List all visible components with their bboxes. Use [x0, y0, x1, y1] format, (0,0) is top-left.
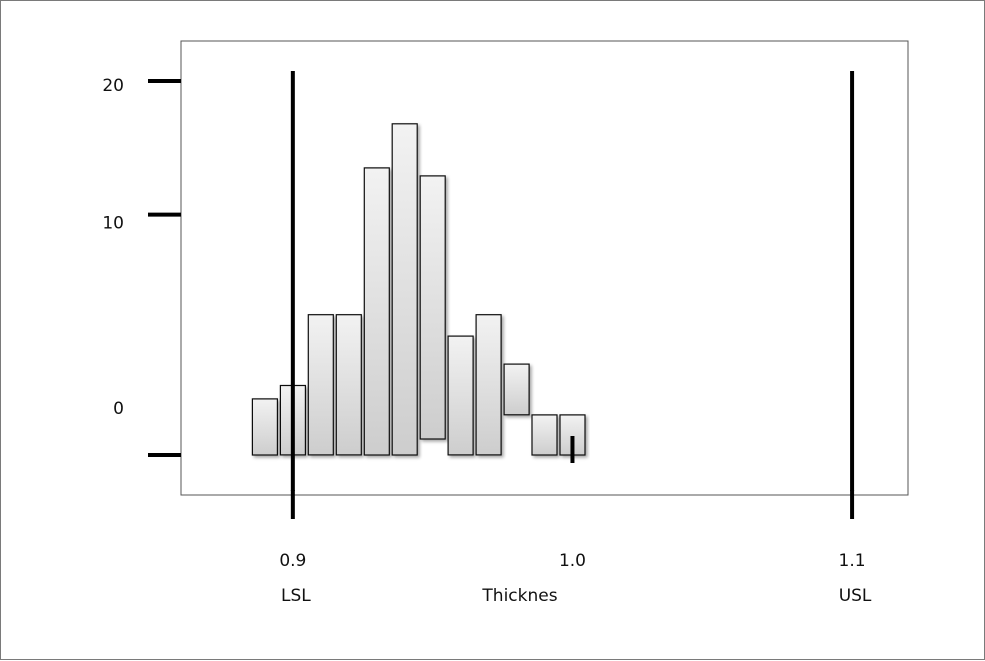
x-axis-label: Thicknes	[481, 586, 557, 606]
histogram-bars	[251, 123, 586, 456]
x-tick-label: 1.0	[559, 551, 586, 571]
x-axis-ticks: 0.9 1.0 1.1	[279, 436, 866, 571]
histogram-bar	[419, 175, 446, 440]
histogram-bar	[447, 335, 474, 456]
histogram-bar	[363, 167, 390, 456]
y-axis-ticks: 20 10 0	[102, 76, 181, 457]
histogram-bar	[307, 314, 334, 456]
histogram-bar	[475, 314, 502, 456]
spec-limit-label: USL	[839, 586, 872, 606]
histogram-bar	[531, 414, 558, 456]
y-tick-label: 10	[102, 214, 124, 234]
y-tick-label: 20	[102, 76, 124, 96]
histogram-bar	[335, 314, 362, 456]
histogram-bar	[391, 123, 418, 456]
x-tick-label: 0.9	[279, 551, 306, 571]
histogram-bar	[251, 398, 278, 456]
x-tick-label: 1.1	[839, 551, 866, 571]
y-tick-label: 0	[113, 399, 124, 419]
spec-limit-label: LSL	[281, 586, 311, 606]
spec-limit-lines: LSL USL	[281, 71, 872, 606]
histogram-bar	[503, 363, 530, 416]
